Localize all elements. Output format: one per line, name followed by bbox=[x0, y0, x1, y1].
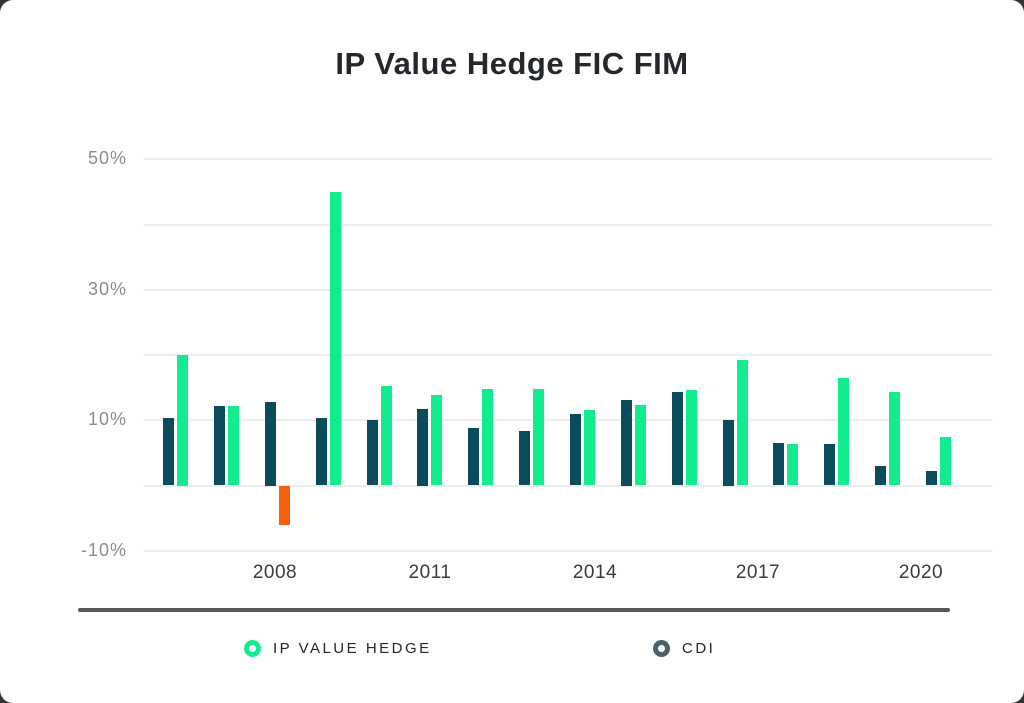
bar-cdi-2010 bbox=[366, 419, 378, 486]
bar-ip-value-hedge-2011 bbox=[431, 394, 443, 486]
bar-cdi-2007 bbox=[213, 405, 225, 486]
bar-cdi-2012 bbox=[468, 428, 480, 486]
bar-ip-value-hedge-2020 bbox=[889, 392, 901, 486]
bar-ip-value-hedge-2021 bbox=[940, 437, 951, 486]
bar-ip-value-hedge-2018 bbox=[787, 443, 799, 486]
bar-ip-value-hedge-2017 bbox=[736, 359, 748, 486]
bar-ip-value-hedge-2006 bbox=[177, 355, 188, 486]
bar-ip-value-hedge-2014 bbox=[584, 409, 595, 486]
bar-cdi-2021 bbox=[926, 471, 937, 486]
bar-ip-value-hedge-2008 bbox=[278, 485, 290, 525]
legend-label-ip-value-hedge: IP VALUE HEDGE bbox=[273, 639, 432, 657]
legend-label-cdi: CDI bbox=[682, 639, 716, 657]
bar-cdi-2009 bbox=[315, 417, 327, 486]
x-axis-tick-label-2008: 2008 bbox=[252, 562, 298, 583]
x-axis-tick-label-2020: 2020 bbox=[898, 562, 944, 583]
gridline-30 bbox=[143, 288, 993, 291]
y-axis-tick-label: 30% bbox=[87, 278, 127, 299]
bar-cdi-2014 bbox=[570, 413, 581, 486]
bar-cdi-2016 bbox=[671, 392, 683, 486]
gridline-10 bbox=[143, 419, 993, 422]
bar-cdi-2006 bbox=[163, 418, 174, 486]
y-axis-tick-label: -10% bbox=[80, 539, 127, 560]
bar-ip-value-hedge-2019 bbox=[838, 377, 850, 486]
bar-ip-value-hedge-2016 bbox=[685, 389, 697, 486]
legend-marker-ring-cdi bbox=[653, 639, 670, 657]
bar-ip-value-hedge-2015 bbox=[634, 405, 646, 486]
bar-ip-value-hedge-2007 bbox=[227, 405, 239, 486]
bar-cdi-2013 bbox=[519, 430, 531, 486]
gridline-50 bbox=[143, 158, 993, 161]
gridline-0 bbox=[143, 484, 993, 487]
bar-cdi-2011 bbox=[417, 408, 429, 486]
y-axis-tick-label: 10% bbox=[87, 409, 127, 430]
chart-legend: IP VALUE HEDGE CDI bbox=[0, 636, 1024, 662]
bar-ip-value-hedge-2010 bbox=[380, 385, 392, 486]
gridline--10 bbox=[143, 549, 993, 552]
gridline-20 bbox=[143, 354, 993, 356]
bar-ip-value-hedge-2013 bbox=[533, 388, 545, 486]
bar-ip-value-hedge-2009 bbox=[329, 191, 341, 486]
legend-item-cdi[interactable]: CDI bbox=[653, 636, 715, 660]
bar-ip-value-hedge-2012 bbox=[482, 388, 494, 486]
bar-cdi-2015 bbox=[620, 400, 632, 486]
gridline-40 bbox=[143, 223, 993, 226]
legend-marker-ring-green bbox=[244, 639, 261, 657]
x-axis-tick-label-2017: 2017 bbox=[735, 562, 781, 583]
bar-cdi-2008 bbox=[264, 402, 276, 486]
chart-title: IP Value Hedge FIC FIM bbox=[335, 46, 689, 81]
legend-divider bbox=[78, 608, 950, 612]
y-axis-tick-label: 50% bbox=[87, 148, 127, 169]
x-axis-tick-label-2014: 2014 bbox=[572, 562, 618, 583]
bar-cdi-2018 bbox=[773, 443, 785, 486]
bar-cdi-2017 bbox=[722, 420, 734, 486]
legend-item-ip-value-hedge[interactable]: IP VALUE HEDGE bbox=[244, 636, 432, 660]
bar-cdi-2020 bbox=[875, 465, 887, 486]
x-axis-tick-label-2011: 2011 bbox=[408, 562, 452, 583]
bar-cdi-2019 bbox=[824, 444, 836, 486]
